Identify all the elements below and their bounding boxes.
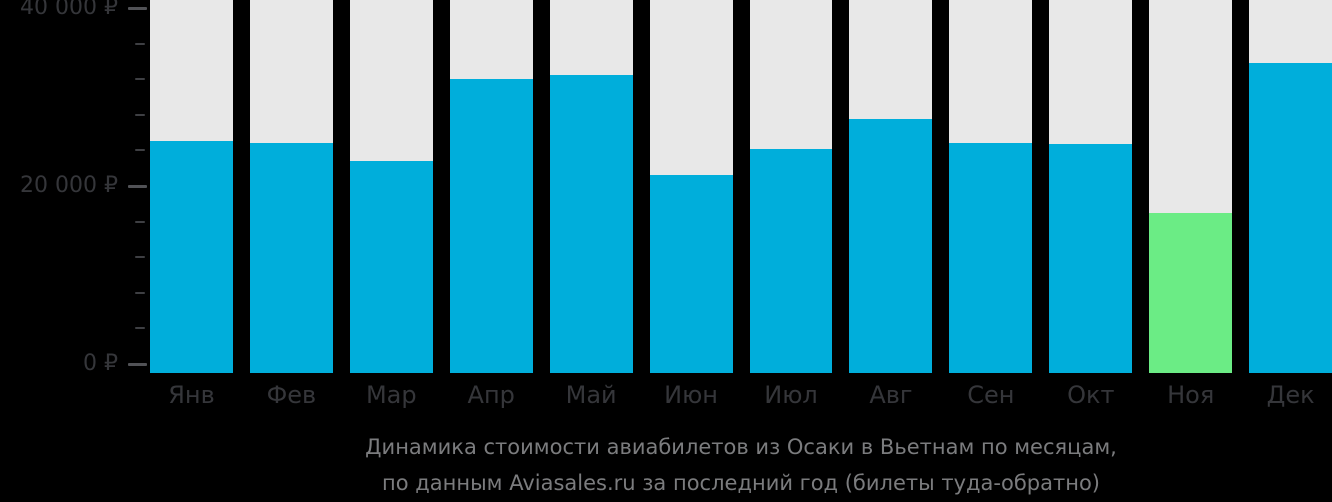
month-column: Июн (649, 0, 733, 408)
x-axis-label: Апр (467, 381, 515, 409)
price-bar (1249, 63, 1332, 373)
chart-title: Динамика стоимости авиабилетов из Осаки … (365, 435, 1117, 459)
x-axis-label: Мар (365, 381, 417, 409)
price-bar (649, 175, 733, 373)
x-axis-label: Дек (1266, 381, 1315, 409)
y-axis-minor-tick (135, 256, 145, 259)
y-axis-major-tick (128, 184, 147, 188)
month-column: Июл (749, 0, 833, 408)
price-bar (349, 161, 433, 373)
y-axis-minor-tick (135, 78, 145, 81)
y-axis-label: 40 000 ₽ (20, 0, 118, 20)
price-bar (249, 143, 333, 373)
month-column: Апр (449, 0, 533, 408)
x-axis-label: Июн (664, 381, 718, 409)
y-axis-minor-tick (135, 113, 145, 116)
y-axis-minor-tick (135, 42, 145, 45)
x-axis-label: Янв (168, 381, 215, 409)
price-bar (449, 79, 533, 373)
y-axis-minor-tick (135, 149, 145, 152)
x-axis-label: Авг (869, 381, 913, 409)
price-bar (549, 75, 633, 373)
month-column: Фев (249, 0, 333, 408)
y-axis-major-tick (128, 6, 147, 10)
price-bar (150, 141, 233, 373)
chart-subtitle: по данным Aviasales.ru за последний год … (382, 471, 1100, 495)
month-column: Май (549, 0, 633, 408)
price-bar (849, 119, 933, 373)
y-axis-minor-tick (135, 220, 145, 223)
y-axis-minor-tick (135, 291, 145, 294)
x-axis-label: Окт (1067, 381, 1115, 409)
month-column: Янв (150, 0, 233, 408)
month-column: Мар (349, 0, 433, 408)
price-bar-highlighted (1149, 213, 1233, 373)
price-bar (749, 149, 833, 373)
x-axis-label: Сен (967, 381, 1015, 409)
price-bar (1049, 144, 1133, 373)
y-axis-major-tick (128, 362, 147, 366)
month-column: Авг (849, 0, 933, 408)
x-axis-label: Июл (764, 381, 818, 409)
month-column: Ноя (1149, 0, 1233, 408)
month-column: Окт (1049, 0, 1133, 408)
y-axis: 0 ₽ 20 000 ₽ 40 000 ₽ (0, 0, 150, 376)
x-axis-label: Ноя (1167, 381, 1215, 409)
y-axis-label: 0 ₽ (83, 351, 118, 376)
y-axis-minor-tick (135, 327, 145, 330)
month-column: Дек (1249, 0, 1332, 408)
y-axis-label: 20 000 ₽ (20, 173, 118, 198)
plot-area: Янв Фев Мар Апр Май Июн Июл Авг Сен Окт Ноя Дек (150, 0, 1332, 408)
price-bar (949, 143, 1033, 373)
month-column: Сен (949, 0, 1033, 408)
chart-caption: Динамика стоимости авиабилетов из Осаки … (150, 429, 1332, 501)
x-axis-label: Май (565, 381, 617, 409)
x-axis-label: Фев (266, 381, 317, 409)
